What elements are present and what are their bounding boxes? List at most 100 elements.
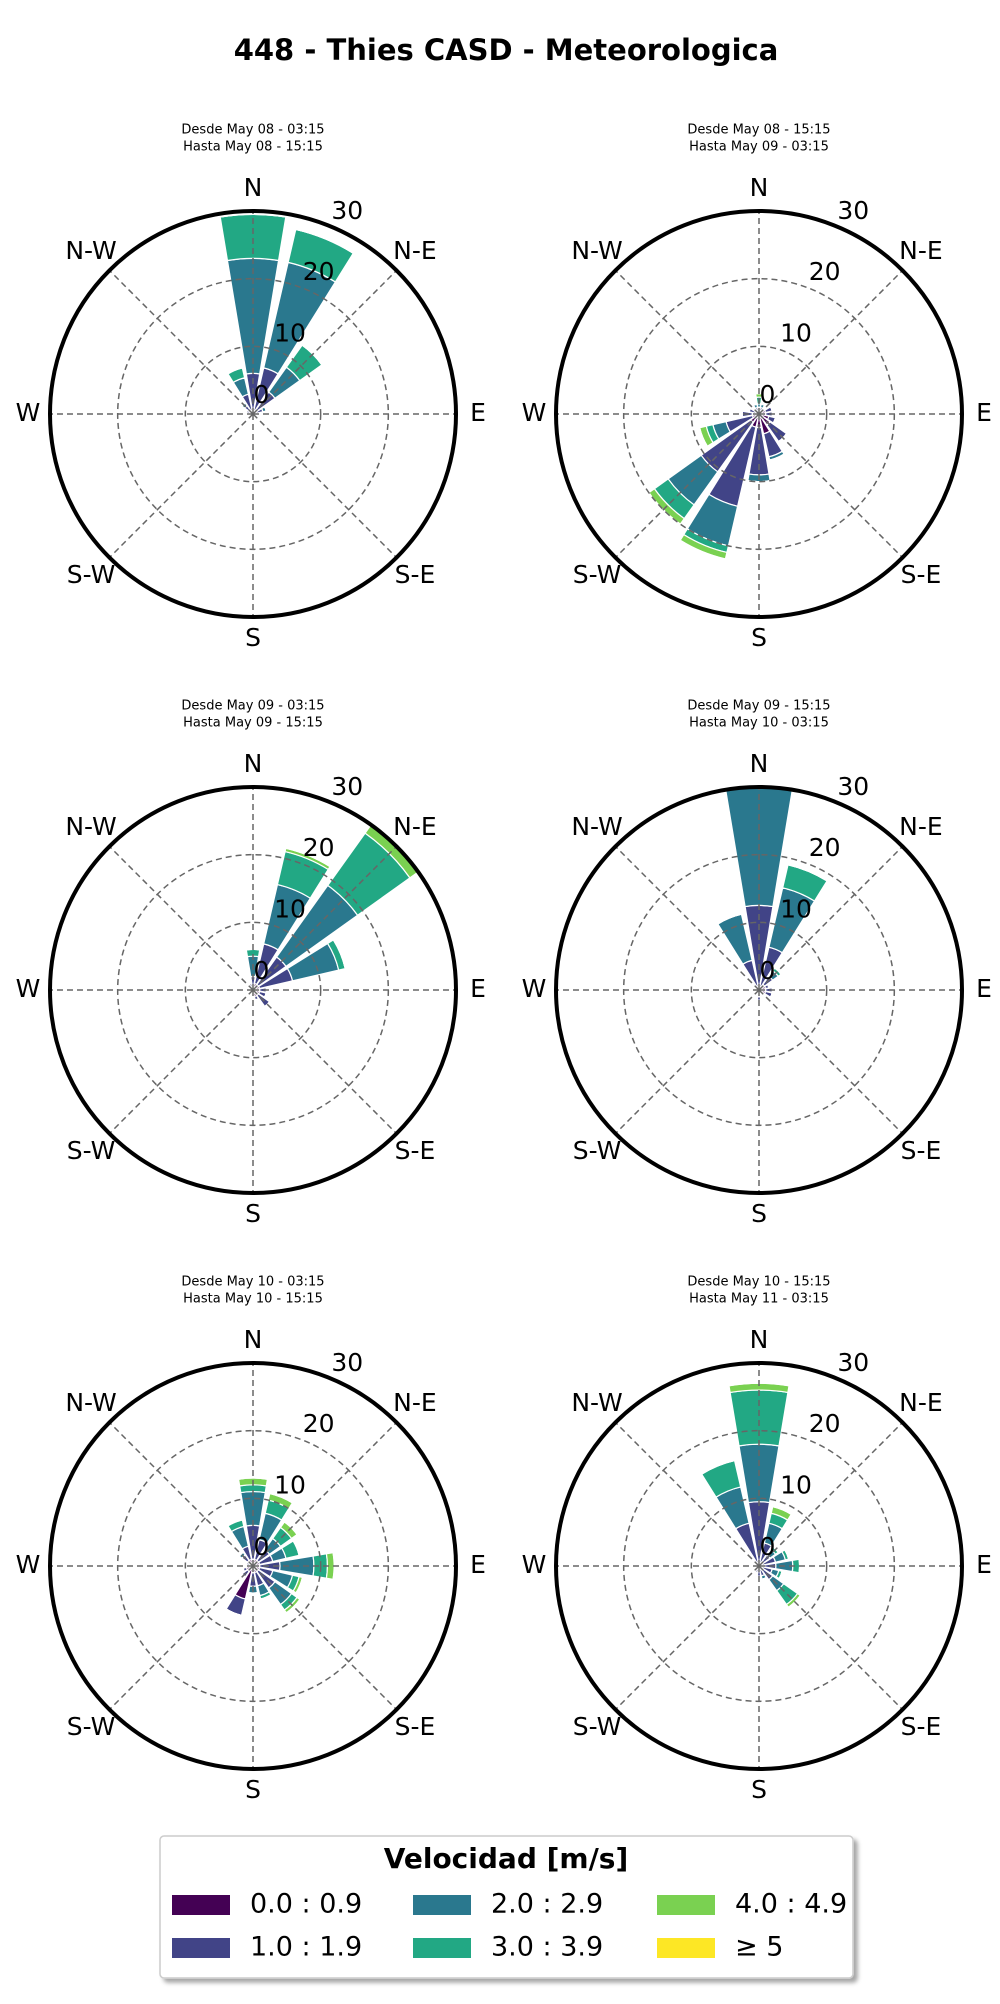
r-tick-label: 0 (253, 1532, 269, 1561)
direction-label: E (470, 398, 486, 427)
r-tick-label: 10 (780, 319, 812, 348)
direction-label: W (16, 1550, 41, 1579)
legend-swatch (657, 1938, 715, 1958)
direction-label: S-E (901, 1136, 942, 1165)
r-tick-label: 0 (759, 380, 775, 409)
legend-label: ≥ 5 (735, 1932, 783, 1963)
direction-label: S-W (573, 560, 622, 589)
r-tick-label: 0 (253, 956, 269, 985)
direction-label: N-E (899, 236, 943, 265)
legend-swatch (657, 1895, 715, 1915)
legend-title: Velocidad [m/s] (384, 1842, 629, 1875)
direction-label: N (750, 173, 769, 202)
r-tick-label: 0 (759, 956, 775, 985)
direction-label: S-W (573, 1136, 622, 1165)
direction-label: S-E (395, 1136, 436, 1165)
r-tick-label: 30 (331, 772, 363, 801)
direction-label: S (245, 1775, 261, 1804)
direction-label: N-E (899, 812, 943, 841)
r-tick-label: 10 (274, 895, 306, 924)
direction-label: W (522, 974, 547, 1003)
legend-label: 3.0 : 3.9 (491, 1932, 603, 1963)
chart-subtitle: Desde May 10 - 03:15 (181, 1275, 324, 1290)
wind-segment (730, 1390, 788, 1446)
chart-subtitle: Desde May 08 - 15:15 (687, 123, 830, 138)
direction-label: S-W (67, 1136, 116, 1165)
direction-label: S-W (573, 1712, 622, 1741)
direction-label: N-W (65, 236, 116, 265)
r-tick-label: 20 (303, 833, 335, 862)
legend-swatch (413, 1895, 471, 1915)
direction-label: S (751, 1775, 767, 1804)
direction-label: E (470, 974, 486, 1003)
r-tick-label: 20 (809, 1409, 841, 1438)
direction-label: S (751, 1199, 767, 1228)
legend-label: 4.0 : 4.9 (735, 1889, 847, 1920)
r-tick-label: 10 (780, 895, 812, 924)
direction-label: N (244, 1325, 263, 1354)
direction-label: S (245, 1199, 261, 1228)
direction-label: N-W (571, 236, 622, 265)
r-tick-label: 30 (331, 196, 363, 225)
chart-subtitle: Desde May 10 - 15:15 (687, 1275, 830, 1290)
direction-label: E (976, 398, 992, 427)
direction-label: S (245, 623, 261, 652)
r-tick-label: 30 (837, 196, 869, 225)
legend-label: 2.0 : 2.9 (491, 1889, 603, 1920)
direction-label: N-E (393, 1388, 437, 1417)
chart-subtitle: Desde May 08 - 03:15 (181, 123, 324, 138)
chart-subtitle: Hasta May 09 - 03:15 (689, 140, 829, 155)
direction-label: N-W (571, 812, 622, 841)
direction-label: S (751, 623, 767, 652)
chart-subtitle: Hasta May 10 - 03:15 (689, 716, 829, 731)
direction-label: N-E (393, 236, 437, 265)
r-tick-label: 10 (274, 1471, 306, 1500)
legend-label: 1.0 : 1.9 (250, 1932, 362, 1963)
chart-subtitle: Hasta May 08 - 15:15 (183, 140, 323, 155)
chart-subtitle: Hasta May 10 - 15:15 (183, 1292, 323, 1307)
chart-subtitle: Desde May 09 - 15:15 (687, 699, 830, 714)
r-tick-label: 20 (303, 1409, 335, 1438)
direction-label: W (522, 398, 547, 427)
chart-subtitle: Desde May 09 - 03:15 (181, 699, 324, 714)
direction-label: E (470, 1550, 486, 1579)
direction-label: N (244, 173, 263, 202)
direction-label: N-W (571, 1388, 622, 1417)
direction-label: S-E (395, 1712, 436, 1741)
direction-label: N-W (65, 1388, 116, 1417)
direction-label: N-W (65, 812, 116, 841)
legend-swatch (172, 1938, 230, 1958)
direction-label: S-E (395, 560, 436, 589)
direction-label: E (976, 974, 992, 1003)
chart-subtitle: Hasta May 11 - 03:15 (689, 1292, 829, 1307)
legend-swatch (413, 1938, 471, 1958)
r-tick-label: 10 (780, 1471, 812, 1500)
page-title: 448 - Thies CASD - Meteorologica (234, 33, 779, 67)
legend-swatch (172, 1895, 230, 1915)
r-tick-label: 0 (759, 1532, 775, 1561)
direction-label: N (244, 749, 263, 778)
r-tick-label: 30 (837, 772, 869, 801)
direction-label: N-E (899, 1388, 943, 1417)
direction-label: W (16, 398, 41, 427)
r-tick-label: 0 (253, 380, 269, 409)
r-tick-label: 10 (274, 319, 306, 348)
direction-label: N-E (393, 812, 437, 841)
r-tick-label: 20 (303, 257, 335, 286)
direction-label: S-E (901, 560, 942, 589)
direction-label: E (976, 1550, 992, 1579)
r-tick-label: 20 (809, 833, 841, 862)
direction-label: S-W (67, 560, 116, 589)
chart-subtitle: Hasta May 09 - 15:15 (183, 716, 323, 731)
legend-label: 0.0 : 0.9 (250, 1889, 362, 1920)
direction-label: W (522, 1550, 547, 1579)
direction-label: S-W (67, 1712, 116, 1741)
r-tick-label: 30 (837, 1348, 869, 1377)
direction-label: N (750, 749, 769, 778)
direction-label: S-E (901, 1712, 942, 1741)
r-tick-label: 20 (809, 257, 841, 286)
r-tick-label: 30 (331, 1348, 363, 1377)
direction-label: W (16, 974, 41, 1003)
